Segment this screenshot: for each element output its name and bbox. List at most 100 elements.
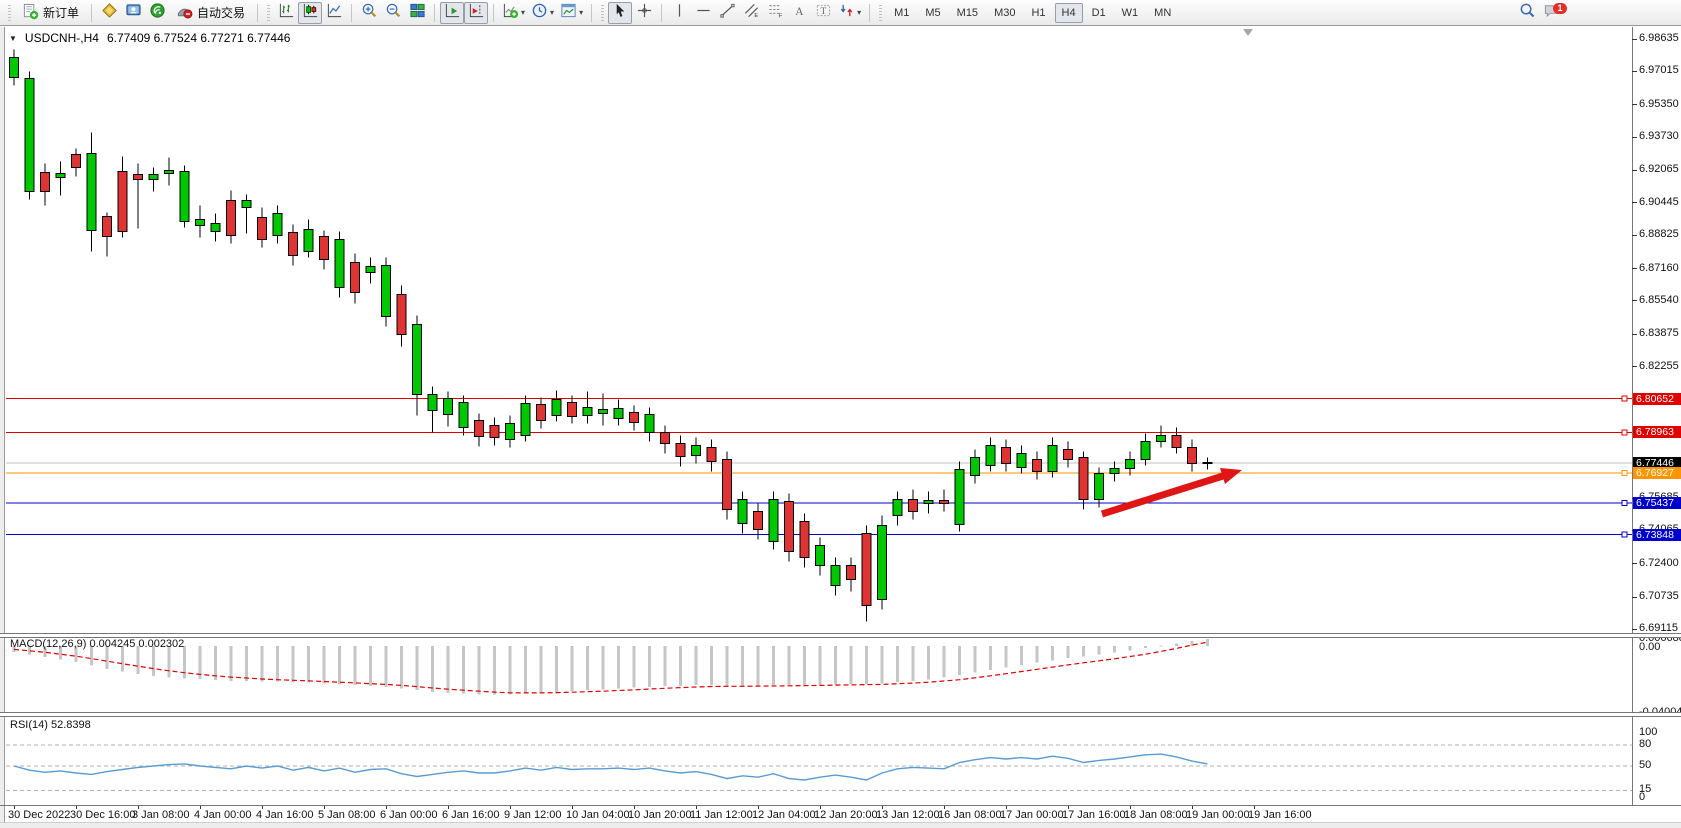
bar-chart-button[interactable] [274, 2, 298, 24]
gold-arrow-icon [101, 2, 118, 24]
svg-text:A: A [795, 5, 804, 17]
time-tick-label: 17 Jan 00:00 [1000, 809, 1064, 821]
rsi-axis-label: 80 [1639, 738, 1652, 750]
price-tick-mark [1632, 628, 1637, 630]
time-tick-label: 30 Dec 2022 [8, 809, 71, 821]
time-tick-label: 6 Jan 00:00 [380, 809, 438, 821]
timeframe-m30-button[interactable]: M30 [994, 6, 1016, 19]
equidistant-channel-icon: E [743, 2, 760, 24]
zoom-in-button[interactable] [357, 2, 381, 24]
text-button[interactable]: A [787, 2, 811, 24]
price-tick-mark [1632, 300, 1637, 302]
time-tick-mark [262, 805, 263, 809]
timeframe-m1-button[interactable]: M1 [894, 6, 910, 19]
templates-icon [560, 2, 577, 24]
fibonacci-button[interactable]: F [763, 2, 787, 24]
text-icon: A [791, 2, 808, 24]
indicators-button[interactable]: ▾ [499, 2, 528, 24]
price-tick-label: 6.70735 [1639, 590, 1679, 602]
indicators-icon [502, 2, 519, 24]
price-axis-line [1632, 27, 1633, 806]
timeframe-d1-button[interactable]: D1 [1091, 6, 1106, 19]
chevron-down-icon: ▼ [9, 33, 17, 43]
macd-pane[interactable] [6, 637, 1632, 712]
line-price-badge: 6.76927 [1633, 467, 1681, 480]
line-price-badge: 6.73848 [1633, 528, 1681, 541]
new-order-icon [22, 3, 39, 23]
price-tick-label: 6.92065 [1639, 163, 1679, 176]
horizontal-line-button[interactable] [691, 2, 715, 24]
time-tick-mark [324, 805, 325, 809]
time-tick-label: 13 Jan 12:00 [876, 809, 940, 821]
clock-icon [531, 2, 548, 24]
time-tick-label: 12 Jan 04:00 [752, 809, 816, 821]
time-tick-mark [76, 805, 77, 809]
templates-button[interactable]: ▾ [557, 2, 586, 24]
search-button[interactable] [1515, 2, 1539, 24]
vertical-line-button[interactable] [667, 2, 691, 24]
price-tick-mark [1632, 596, 1637, 598]
auto-trading-label: 自动交易 [197, 6, 246, 20]
auto-trading-button[interactable]: 自动交易 [169, 2, 252, 24]
fibonacci-icon: F [767, 2, 784, 24]
chart-title: ▼ USDCNH-,H4 6.77409 6.77524 6.77271 6.7… [9, 31, 290, 45]
auto-scroll-button[interactable] [440, 1, 465, 24]
time-tick-label: 10 Jan 20:00 [628, 809, 692, 821]
separator [91, 3, 93, 22]
timeframe-m15-button[interactable]: M15 [956, 6, 979, 19]
community-button[interactable] [121, 2, 145, 24]
pane-separator[interactable] [0, 633, 1681, 638]
timeframe-w1-button[interactable]: W1 [1121, 6, 1139, 19]
price-tick-label: 6.97015 [1639, 64, 1679, 77]
price-tick-mark [1632, 38, 1637, 40]
window-bottom-edge [0, 822, 1681, 828]
tile-windows-button[interactable] [405, 2, 429, 24]
timeframe-m5-button[interactable]: M5 [925, 6, 941, 19]
rsi-axis-label: 50 [1639, 759, 1652, 771]
symbol-period-label: USDCNH-,H4 [24, 31, 99, 45]
auto-trading-icon [176, 3, 193, 23]
chart-shift-button[interactable] [464, 1, 489, 24]
time-tick-mark [138, 805, 139, 809]
line-price-badge: 6.78963 [1633, 426, 1681, 439]
zoom-out-button[interactable] [381, 2, 405, 24]
time-tick-label: 19 Jan 16:00 [1248, 809, 1312, 821]
trendline-button[interactable] [715, 2, 739, 24]
candlestick-chart-button[interactable] [298, 1, 323, 24]
arrows-button[interactable]: ▾ [835, 2, 864, 24]
horizontal-line-icon [695, 2, 712, 24]
periods-button[interactable]: ▾ [528, 2, 557, 24]
svg-text:F: F [778, 13, 782, 18]
time-tick-mark [1130, 805, 1131, 809]
zoom-out-icon [385, 2, 402, 24]
text-label-button[interactable]: T [811, 2, 835, 24]
price-tick-mark [1632, 234, 1637, 236]
price-tick-mark [1632, 104, 1637, 106]
separator [591, 3, 593, 22]
line-chart-button[interactable] [322, 2, 346, 24]
zoom-in-icon [361, 2, 378, 24]
tile-windows-icon [409, 2, 426, 24]
time-tick-mark [386, 805, 387, 809]
time-tick-mark [944, 805, 945, 809]
pane-separator[interactable] [0, 712, 1681, 717]
cursor-button[interactable] [608, 1, 633, 24]
market-watch-button[interactable] [97, 2, 121, 24]
notifications-button[interactable]: 1 [1539, 2, 1567, 24]
timeframe-h1-button[interactable]: H1 [1031, 6, 1046, 19]
signals-button[interactable] [145, 2, 169, 24]
separator [869, 3, 871, 22]
price-tick-label: 6.87160 [1639, 261, 1679, 274]
timeframe-mn-button[interactable]: MN [1154, 6, 1172, 19]
separator [434, 3, 436, 22]
rsi-pane[interactable] [6, 717, 1632, 805]
crosshair-button[interactable] [632, 2, 656, 24]
main-chart-pane[interactable] [6, 27, 1632, 633]
equidistant-channel-button[interactable]: E [739, 2, 763, 24]
time-tick-label: 10 Jan 04:00 [566, 809, 630, 821]
new-order-button[interactable]: 新订单 [15, 2, 86, 24]
toolbar: 新订单 自动交易 [0, 0, 1681, 26]
separator [257, 3, 259, 22]
timeframe-h4-button[interactable]: H4 [1054, 2, 1083, 23]
